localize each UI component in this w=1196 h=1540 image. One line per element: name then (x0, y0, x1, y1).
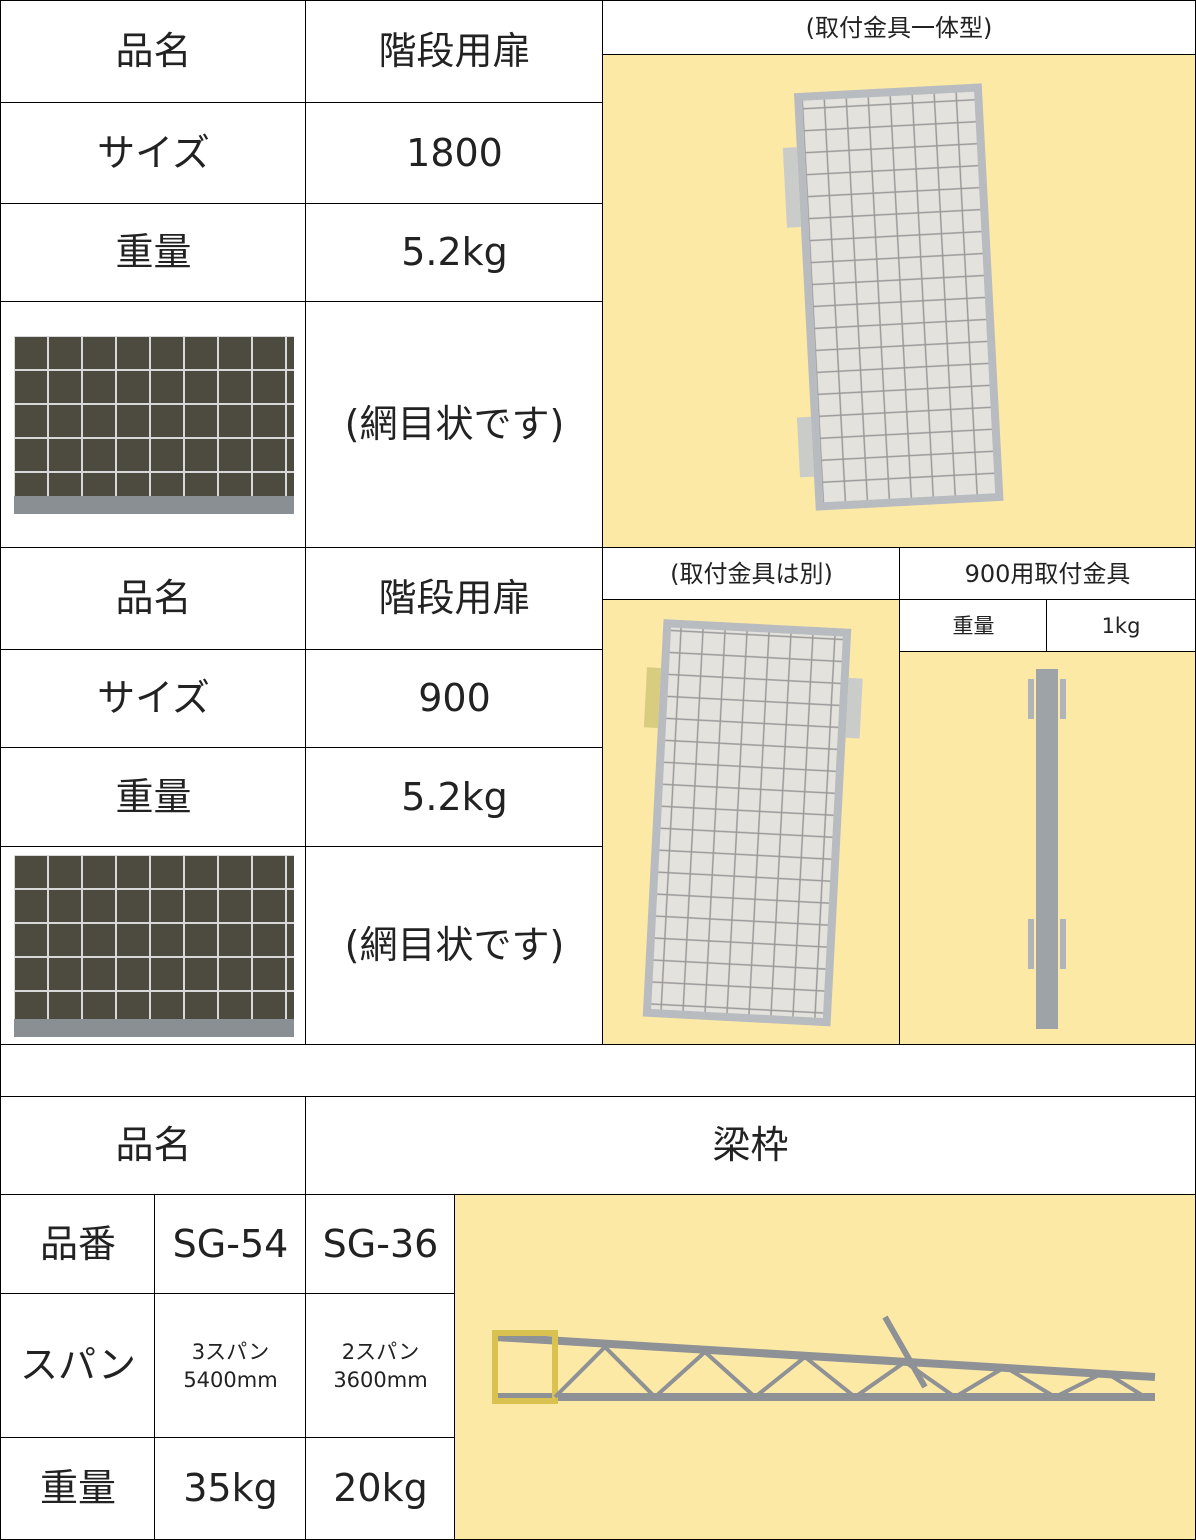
door-photo (782, 82, 1004, 511)
label-cell: スパン (0, 1293, 156, 1439)
value-cell: 階段用扉 (305, 547, 604, 651)
label-cell: 重量 (0, 1437, 156, 1540)
mesh-photo (13, 336, 294, 514)
value-cell: 20kg (305, 1437, 456, 1540)
photo-cell (602, 599, 901, 1046)
beam-photo (492, 1315, 1156, 1404)
fitting-photo (1027, 668, 1066, 1029)
value-cell: 35kg (154, 1437, 307, 1540)
photo-cell (0, 301, 307, 549)
spacer-row (0, 1044, 1196, 1098)
caption-cell: (取付金具は別) (602, 547, 901, 601)
value-cell: 3スパン 5400mm (154, 1293, 307, 1439)
value-cell: 2スパン 3600mm (305, 1293, 456, 1439)
fitting-weight-label: 重量 (899, 599, 1048, 653)
photo-cell (454, 1194, 1196, 1540)
photo-cell (899, 651, 1196, 1046)
label-cell: 品名 (0, 0, 307, 104)
mesh-photo (13, 855, 294, 1037)
value-cell: 5.2kg (305, 203, 604, 303)
label-cell: 品番 (0, 1194, 156, 1295)
note-cell: (網目状です) (305, 846, 604, 1046)
value-cell: 1800 (305, 102, 604, 205)
value-cell: SG-36 (305, 1194, 456, 1295)
label-cell: 品名 (0, 1096, 307, 1196)
label-cell: 重量 (0, 747, 307, 848)
label-cell: サイズ (0, 649, 307, 749)
photo-cell (0, 846, 307, 1046)
label-cell: サイズ (0, 102, 307, 205)
value-cell: 900 (305, 649, 604, 749)
caption-cell: (取付金具一体型) (602, 0, 1196, 56)
value-cell: 梁枠 (305, 1096, 1196, 1196)
label-cell: 品名 (0, 547, 307, 651)
note-cell: (網目状です) (305, 301, 604, 549)
value-cell: 5.2kg (305, 747, 604, 848)
label-cell: 重量 (0, 203, 307, 303)
fitting-weight: 1kg (1046, 599, 1196, 653)
value-cell: SG-54 (154, 1194, 307, 1295)
door-photo (642, 618, 863, 1026)
value-cell: 階段用扉 (305, 0, 604, 104)
fitting-title: 900用取付金具 (899, 547, 1196, 601)
photo-cell (602, 54, 1196, 549)
